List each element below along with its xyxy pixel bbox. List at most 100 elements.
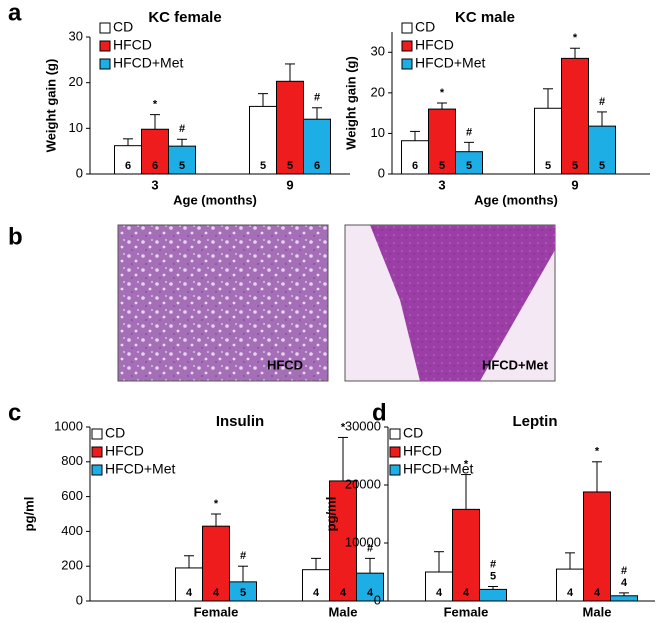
significance-mark: # [490, 558, 496, 570]
significance-mark: # [179, 123, 185, 135]
sample-count: 5 [287, 160, 293, 172]
chart-title: KC female [148, 9, 221, 26]
bar [249, 105, 277, 175]
y-tick-label: 10000 [345, 534, 381, 549]
bar [356, 572, 384, 602]
bar [452, 508, 480, 602]
bar [428, 108, 456, 175]
legend-swatch [389, 464, 401, 476]
legend-swatch [389, 428, 401, 440]
y-tick-label: 200 [61, 558, 83, 573]
x-tick-label: Male [583, 604, 612, 619]
y-tick-label: 0 [374, 592, 381, 607]
bar [425, 571, 453, 602]
sample-count: 6 [314, 160, 320, 172]
sample-count: 6 [412, 160, 418, 172]
histology-image [117, 224, 329, 382]
x-tick-label: 3 [438, 177, 445, 192]
sample-count: 4 [313, 587, 320, 599]
y-tick-label: 0 [378, 165, 385, 180]
legend-label: CD [105, 425, 125, 441]
bar [175, 567, 203, 602]
sample-count: 4 [567, 587, 574, 599]
legend-label: HFCD+Met [113, 55, 184, 71]
significance-mark: * [464, 458, 469, 470]
chart-title: Leptin [513, 413, 558, 430]
bar [401, 140, 429, 175]
y-axis-label: Weight gain (g) [343, 56, 358, 150]
sample-count: 5 [240, 587, 246, 599]
legend-label: CD [415, 19, 435, 35]
y-tick-label: 1000 [54, 418, 83, 433]
legend-swatch [401, 58, 413, 70]
bar [534, 107, 562, 175]
bar [588, 125, 616, 175]
bar [302, 569, 330, 602]
y-tick-label: 0 [76, 165, 83, 180]
significance-mark: * [214, 498, 219, 510]
legend-swatch [91, 464, 103, 476]
sample-count: 4 [186, 587, 193, 599]
x-tick-label: Male [329, 604, 358, 619]
y-tick-label: 30000 [345, 418, 381, 433]
significance-mark: # [367, 542, 373, 554]
bar [303, 118, 331, 175]
sample-count: 4 [340, 587, 347, 599]
significance-mark: # [599, 96, 605, 108]
legend-swatch [389, 446, 401, 458]
y-tick-label: 20 [69, 74, 83, 89]
sample-count: 6 [125, 160, 131, 172]
significance-mark: * [440, 87, 445, 99]
x-tick-label: 3 [151, 177, 158, 192]
bar [229, 581, 257, 602]
panel-label: c [8, 399, 21, 426]
legend-label: HFCD+Met [403, 461, 474, 477]
sample-count: 5 [599, 160, 605, 172]
sample-count: 4 [594, 587, 601, 599]
bar [276, 80, 304, 175]
legend-swatch [91, 428, 103, 440]
legend-label: HFCD+Met [105, 461, 176, 477]
sample-count: 5 [260, 160, 266, 172]
bar [141, 128, 169, 175]
sample-count: 4 [367, 587, 374, 599]
x-tick-label: Female [444, 604, 489, 619]
bar [329, 480, 357, 602]
y-axis-label: Weight gain (g) [43, 59, 58, 153]
x-axis-label: Age (months) [474, 192, 558, 207]
bar [583, 491, 611, 602]
sample-count: 4 [621, 577, 628, 589]
tissue-section [370, 225, 555, 381]
panel-label: a [8, 0, 22, 26]
sample-count: 5 [545, 160, 551, 172]
significance-mark: * [595, 446, 600, 458]
image-label: HFCD+Met [482, 357, 549, 372]
significance-mark: # [314, 92, 320, 104]
y-tick-label: 20000 [345, 476, 381, 491]
y-tick-label: 10 [371, 125, 385, 140]
legend-swatch [99, 40, 111, 52]
significance-mark: * [341, 421, 346, 433]
bar [168, 145, 196, 175]
significance-mark: # [240, 550, 246, 562]
x-tick-label: 9 [286, 177, 293, 192]
sample-count: 5 [572, 160, 578, 172]
y-tick-label: 400 [61, 523, 83, 538]
legend-label: CD [113, 19, 133, 35]
significance-mark: * [153, 99, 158, 111]
legend-swatch [401, 22, 413, 34]
y-axis-label: pg/ml [21, 497, 36, 532]
bar [610, 595, 638, 602]
y-axis-label: pg/ml [323, 497, 338, 532]
x-tick-label: 9 [571, 177, 578, 192]
legend-label: HFCD+Met [415, 55, 486, 71]
sample-count: 5 [439, 160, 445, 172]
panel-label: b [8, 223, 23, 250]
legend-label: CD [403, 425, 423, 441]
legend-label: HFCD [403, 443, 442, 459]
y-tick-label: 30 [69, 28, 83, 43]
legend-swatch [401, 40, 413, 52]
bar [455, 151, 483, 175]
legend-swatch [91, 446, 103, 458]
y-tick-label: 10 [69, 120, 83, 135]
